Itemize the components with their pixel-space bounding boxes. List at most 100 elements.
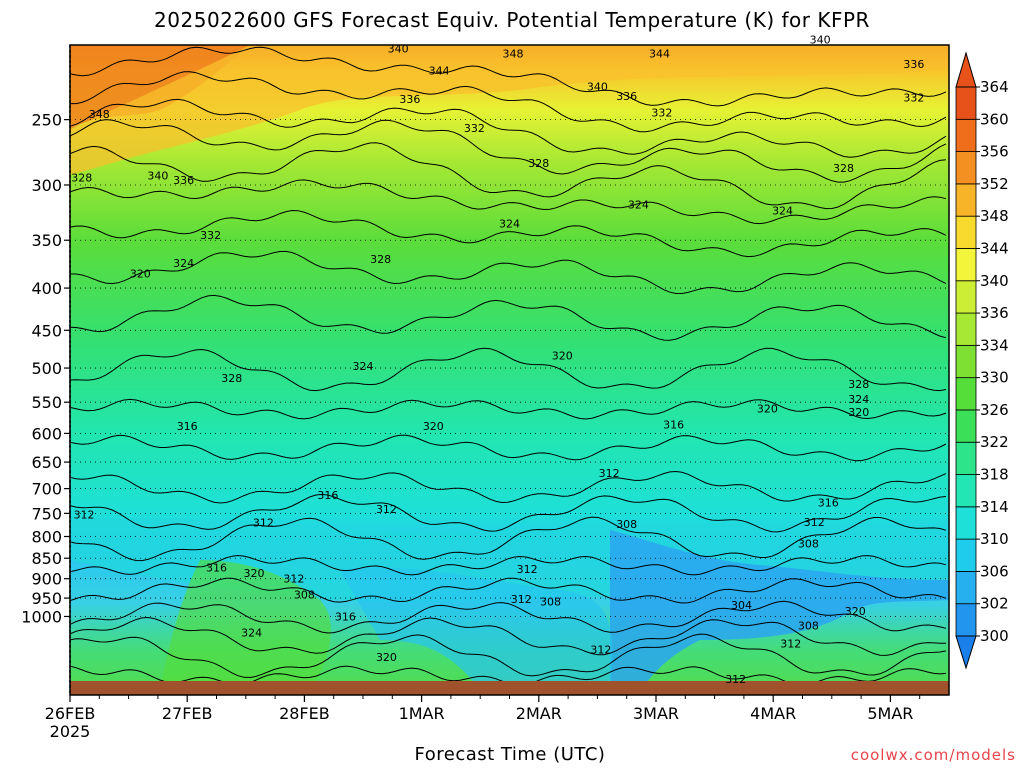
contour-label: 316: [177, 420, 198, 433]
colorbar-label: 356: [980, 143, 1009, 161]
terrain-ground: [70, 681, 949, 695]
contour-line: [70, 577, 947, 604]
x-tick-label: 28FEB: [279, 704, 330, 723]
contour-label: 336: [616, 90, 637, 103]
colorbar-extend-bottom: [955, 635, 977, 670]
contour-label: 320: [845, 605, 866, 618]
y-tick-label: 400: [31, 279, 62, 298]
colorbar-label: 340: [980, 272, 1009, 290]
colorbar-extend-top: [955, 51, 977, 88]
y-axis-ticks: 250 300 350 400 450 500 550 600 650 700 750 800 850 9…: [21, 111, 70, 626]
contour-label: 312: [74, 508, 95, 521]
contour-label: 324: [628, 199, 649, 212]
contour-label: 312: [780, 638, 801, 651]
contour-label: 332: [464, 122, 485, 135]
contour-line: [70, 398, 947, 420]
contour-label: 336: [399, 93, 420, 106]
contour-line: [70, 98, 947, 158]
colorbar-label: 348: [980, 207, 1009, 225]
contour-label: 324: [499, 217, 520, 230]
contour-line: [70, 616, 946, 656]
contour-label: 340: [810, 34, 831, 47]
contour-labels: 340 344 348 344 340 340 336 336 332 336 332 332 348 3…: [71, 34, 924, 686]
x-tick-label: 27FEB: [162, 704, 213, 723]
contour-label: 340: [587, 81, 608, 94]
y-tick-label: 750: [31, 504, 62, 523]
contour-label: 344: [649, 48, 670, 61]
colorbar-segment: [955, 571, 977, 605]
x-tick-label: 4MAR: [750, 704, 796, 723]
colorbar-segment: [955, 506, 977, 540]
x-axis-label: Forecast Time (UTC): [414, 744, 606, 765]
contour-label: 328: [370, 253, 391, 266]
colorbar-label: 306: [980, 562, 1009, 580]
contour-label: 332: [903, 91, 924, 104]
contour-label: 348: [503, 48, 524, 61]
colorbar-label: 300: [980, 627, 1009, 645]
y-tick-label: 500: [31, 359, 62, 378]
colorbar-label: 326: [980, 401, 1009, 419]
contour-label: 308: [798, 538, 819, 551]
colorbar-segment: [955, 86, 977, 120]
contour-label: 320: [757, 403, 778, 416]
colorbar-segment: [955, 183, 977, 217]
blue-region: [610, 530, 949, 690]
colorbar-label: 310: [980, 530, 1009, 548]
contour-label: 320: [423, 420, 444, 433]
contour-line: [70, 470, 947, 504]
x-tick-label: 1MAR: [399, 704, 445, 723]
contour-line: [70, 434, 947, 462]
contour-line: [70, 600, 947, 634]
contour-label: 312: [517, 563, 538, 576]
colorbar-segment: [955, 344, 977, 379]
chart-title: 2025022600 GFS Forecast Equiv. Potential…: [154, 8, 870, 32]
contour-label: 308: [616, 518, 637, 531]
contour-label: 316: [335, 610, 356, 623]
contour-label: 308: [540, 595, 561, 608]
contour-label: 324: [241, 627, 262, 640]
contour-label: 304: [731, 599, 752, 612]
colorbar-label: 314: [980, 498, 1009, 516]
x-tick-label: 5MAR: [867, 704, 913, 723]
contour-label: 340: [388, 43, 409, 56]
contour-label: 316: [206, 561, 227, 574]
colorbar-segment: [955, 248, 977, 282]
contour-label: 312: [376, 503, 397, 516]
contour-label: 320: [376, 651, 397, 664]
contour-label: 328: [848, 378, 869, 391]
contour-line: [70, 209, 947, 258]
colorbar: 300 302 306 310 314 318 322 326 330 334 336 340 344 3…: [955, 51, 1009, 670]
contour-label: 312: [725, 673, 746, 686]
x-tick-label: 3MAR: [633, 704, 679, 723]
colorbar-segment: [955, 538, 977, 572]
colorbar-label: 302: [980, 595, 1009, 613]
y-tick-label: 350: [31, 231, 62, 250]
contour-label: 312: [804, 516, 825, 529]
colorbar-label: 344: [980, 239, 1009, 257]
y-tick-label: 800: [31, 527, 62, 546]
y-tick-label: 300: [31, 176, 62, 195]
colorbar-segment: [955, 441, 977, 475]
contour-label: 312: [283, 572, 304, 585]
contour-label: 320: [130, 267, 151, 280]
x-tick-label: 2MAR: [516, 704, 562, 723]
contour-label: 328: [221, 372, 242, 385]
colorbar-segment: [955, 474, 977, 508]
y-tick-label: 250: [31, 111, 62, 130]
contour-line: [70, 46, 947, 107]
green-region-low: [160, 560, 331, 690]
contour-label: 324: [173, 257, 194, 270]
contour-line: [70, 142, 947, 210]
colorbar-segment: [955, 118, 977, 152]
x-tick-year: 2025: [50, 722, 91, 741]
contour-label: 336: [903, 58, 924, 71]
contour-label: 312: [253, 516, 274, 529]
colorbar-segment: [955, 377, 977, 411]
contour-label: 340: [147, 169, 168, 182]
contour-label: 312: [511, 593, 532, 606]
contour-line: [70, 347, 947, 392]
contour-label: 316: [663, 418, 684, 431]
colorbar-label: 318: [980, 466, 1009, 484]
contour-label: 316: [818, 497, 839, 510]
contour-label: 332: [200, 229, 221, 242]
